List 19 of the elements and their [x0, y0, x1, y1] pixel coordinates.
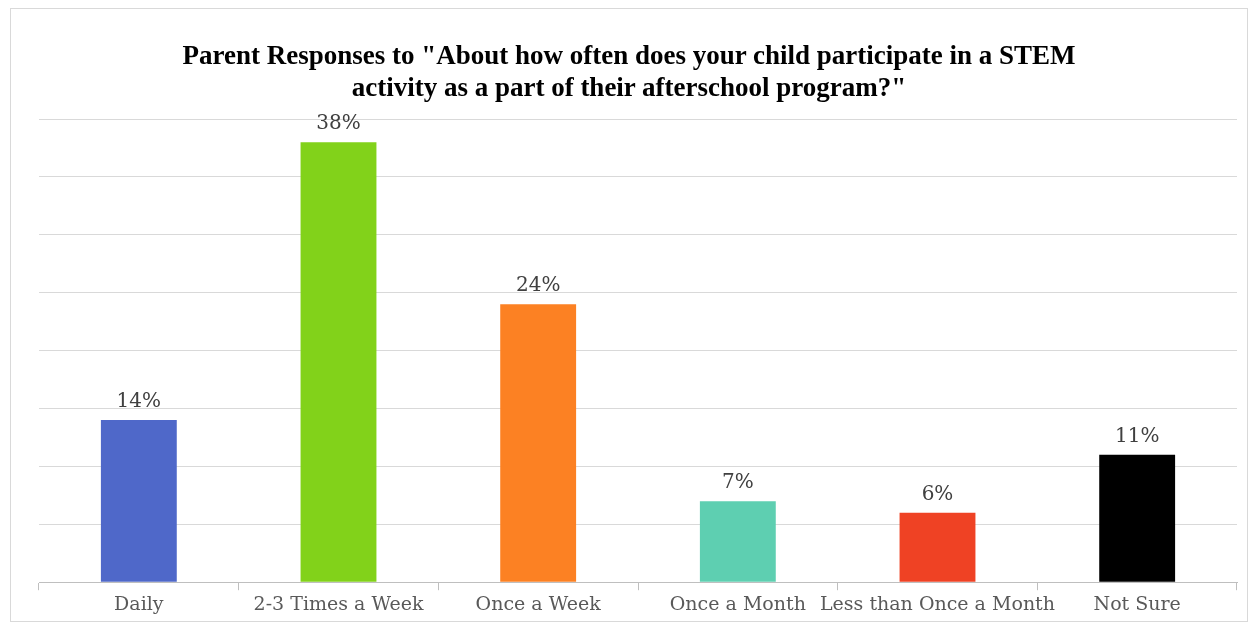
x-tick-label: 2-3 Times a Week: [253, 591, 424, 614]
data-label: 38%: [316, 110, 361, 135]
bar: [100, 420, 177, 582]
data-label: 7%: [721, 469, 754, 494]
data-label: 14%: [116, 388, 162, 413]
bar: [500, 304, 577, 582]
x-tick-label: Once a Month: [669, 591, 806, 614]
x-tick-label: Less than Once a Month: [820, 591, 1055, 614]
bar: [1099, 454, 1176, 582]
data-label: 6%: [921, 480, 954, 505]
x-tick-label: Daily: [114, 591, 164, 614]
bar: [300, 142, 377, 582]
bar: [699, 501, 776, 582]
data-label: 11%: [1114, 423, 1160, 448]
x-tick-label: Once a Week: [475, 591, 602, 614]
x-tick-label: Not Sure: [1093, 591, 1181, 614]
data-label: 24%: [515, 272, 561, 297]
bar: [899, 512, 976, 582]
chart-title: Parent Responses to "About how often does your child participate in a STEM activity as a part of their afterschool program?": [181, 39, 1077, 103]
